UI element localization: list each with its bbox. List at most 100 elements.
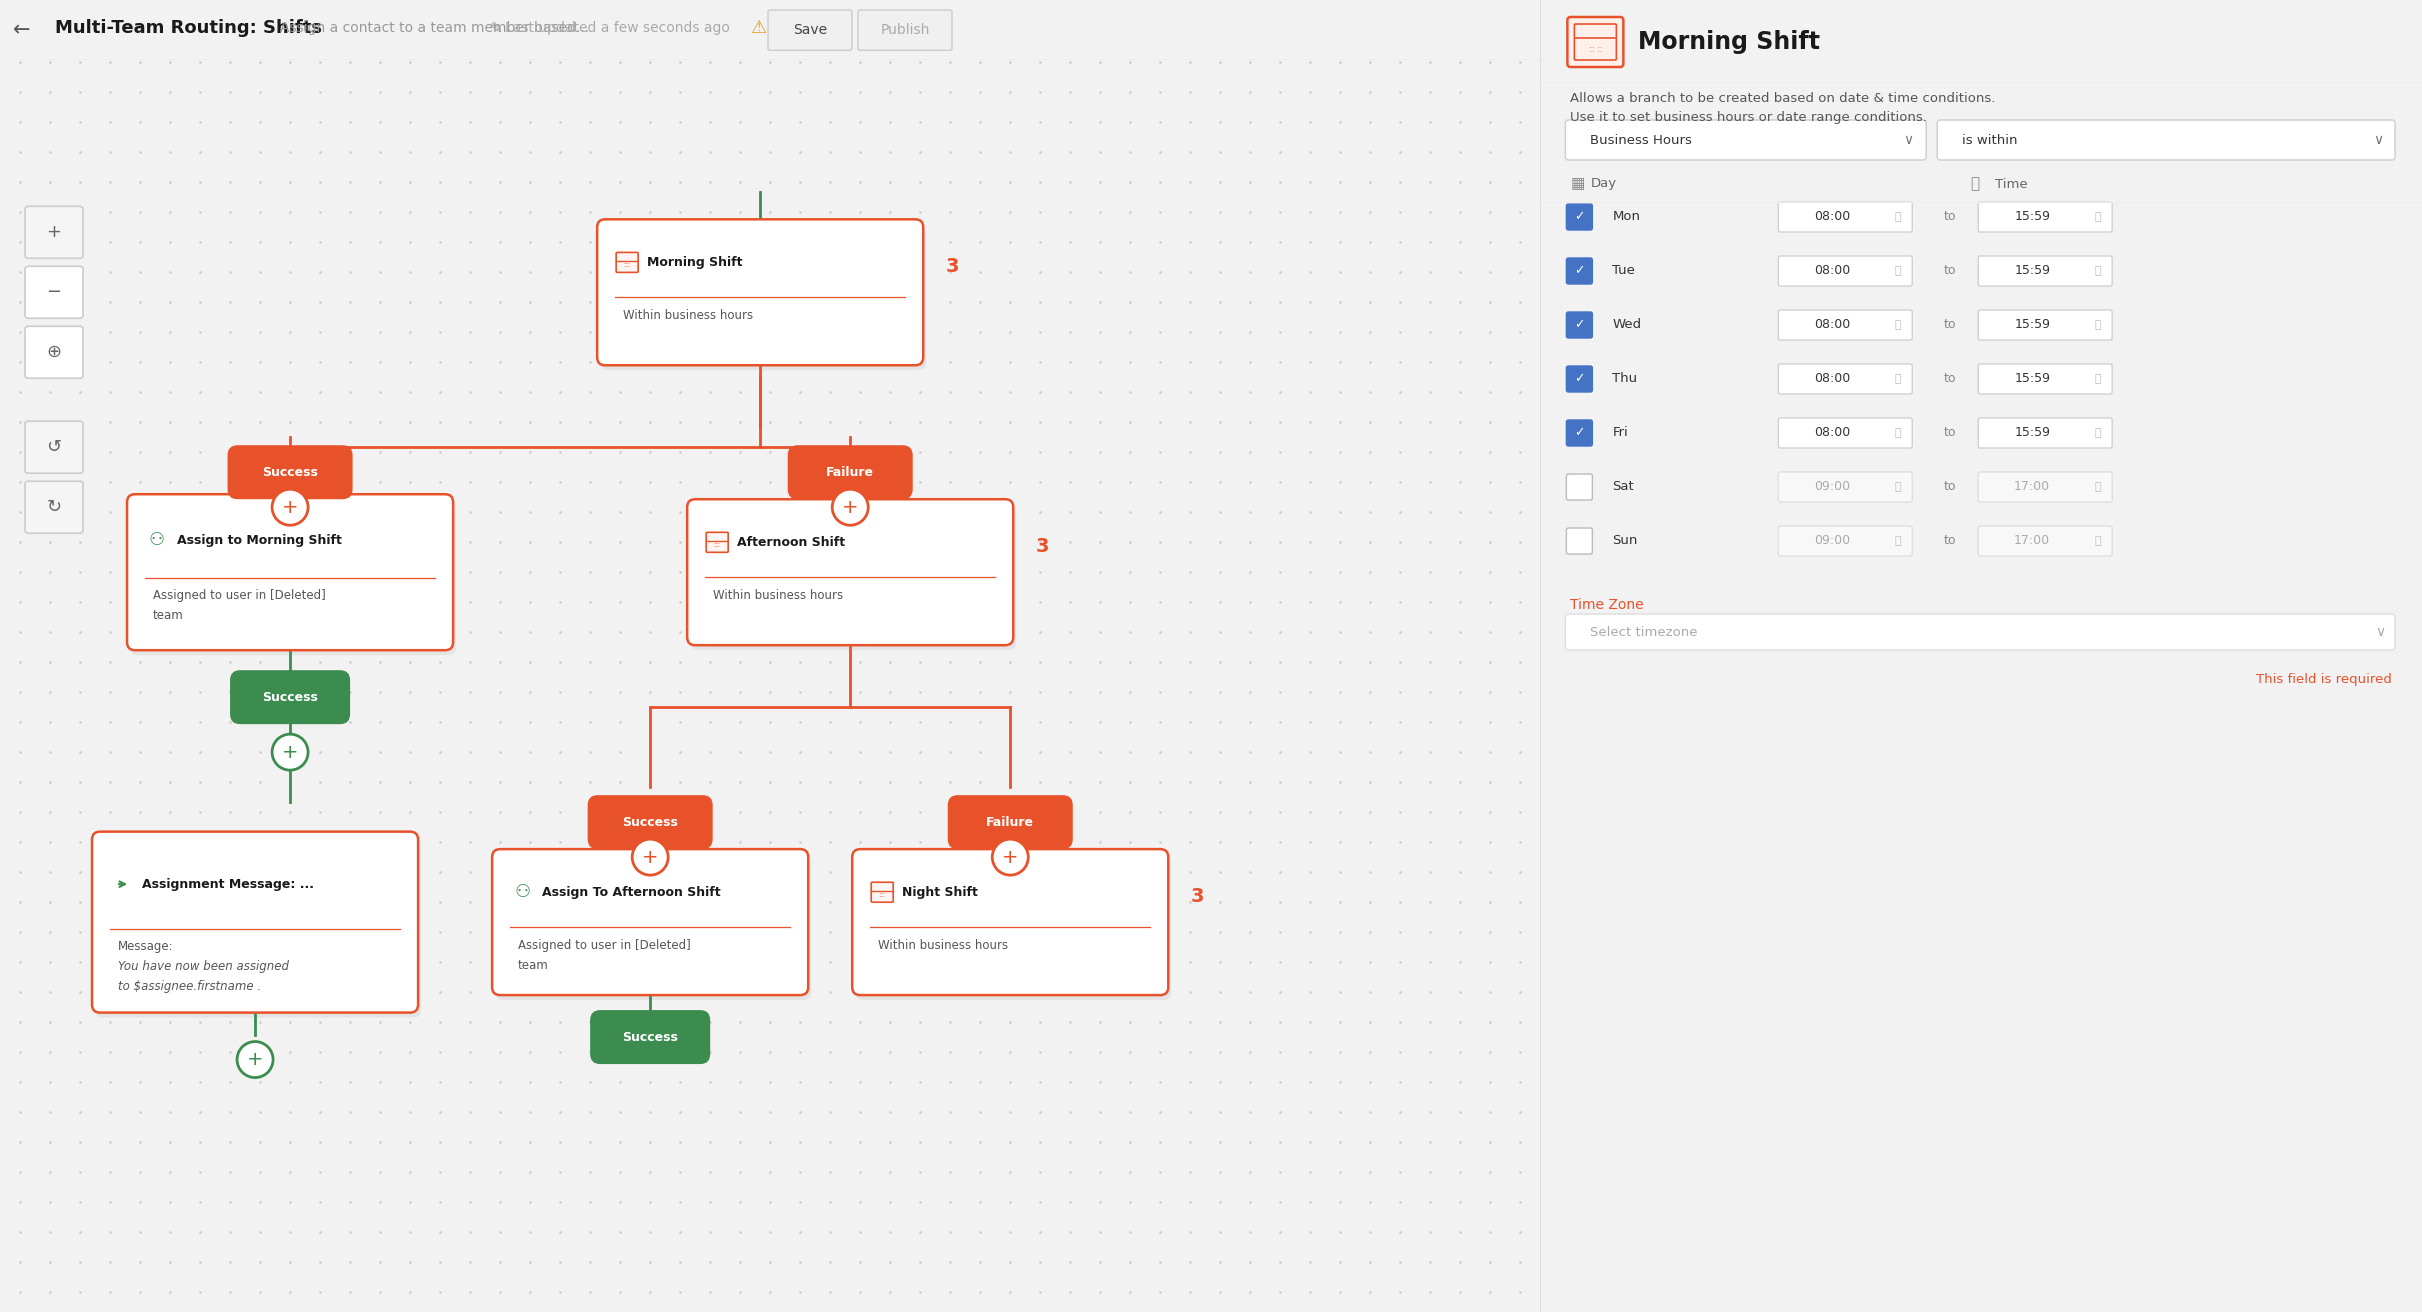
Text: Failure: Failure	[986, 816, 1034, 829]
Text: Time: Time	[1996, 177, 2027, 190]
FancyBboxPatch shape	[1778, 256, 1913, 286]
Text: to: to	[1945, 210, 1957, 223]
Text: to: to	[1945, 265, 1957, 278]
Text: 3: 3	[1189, 887, 1204, 907]
Text: is within: is within	[1962, 134, 2018, 147]
Text: 15:59: 15:59	[2015, 426, 2049, 440]
Text: Success: Success	[622, 816, 678, 829]
FancyBboxPatch shape	[1778, 363, 1913, 394]
FancyBboxPatch shape	[1574, 24, 1615, 60]
FancyBboxPatch shape	[1567, 203, 1591, 230]
Text: ⏰: ⏰	[1894, 428, 1901, 438]
Text: +: +	[843, 497, 857, 517]
FancyBboxPatch shape	[1938, 119, 2395, 160]
Text: ⏰: ⏰	[1894, 320, 1901, 331]
Text: +: +	[1003, 848, 1020, 867]
FancyBboxPatch shape	[1567, 420, 1591, 446]
Text: :::: :::	[714, 542, 722, 548]
Text: 08:00: 08:00	[1814, 265, 1850, 278]
Text: Fri: Fri	[1613, 426, 1628, 440]
Text: Day: Day	[1591, 177, 1615, 190]
FancyBboxPatch shape	[1778, 526, 1913, 556]
FancyBboxPatch shape	[1979, 472, 2112, 502]
Text: ⏰: ⏰	[2095, 428, 2102, 438]
FancyBboxPatch shape	[228, 445, 354, 500]
FancyBboxPatch shape	[1778, 419, 1913, 447]
Text: Failure: Failure	[826, 466, 874, 479]
Circle shape	[237, 1042, 274, 1077]
FancyBboxPatch shape	[947, 795, 1073, 849]
Text: ✓: ✓	[1574, 373, 1584, 386]
Text: 15:59: 15:59	[2015, 373, 2049, 386]
Text: Assigned to user in [Deleted]: Assigned to user in [Deleted]	[518, 939, 690, 951]
Text: Use it to set business hours or date range conditions.: Use it to set business hours or date ran…	[1569, 110, 1928, 123]
FancyBboxPatch shape	[1565, 614, 2395, 649]
Text: ⏰: ⏰	[1894, 482, 1901, 492]
Text: ⏰: ⏰	[2095, 537, 2102, 546]
Text: 17:00: 17:00	[2015, 480, 2051, 493]
FancyBboxPatch shape	[707, 533, 729, 552]
Text: 17:00: 17:00	[2015, 534, 2051, 547]
Text: 3: 3	[1034, 537, 1049, 556]
Text: ↻: ↻	[46, 499, 61, 516]
Text: ✓: ✓	[1574, 319, 1584, 332]
Text: ⚇: ⚇	[150, 531, 165, 548]
Text: Morning Shift: Morning Shift	[647, 256, 744, 269]
Text: Wed: Wed	[1613, 319, 1642, 332]
FancyBboxPatch shape	[589, 795, 712, 849]
Text: :: ::: :: ::	[1589, 45, 1603, 54]
Text: Business Hours: Business Hours	[1591, 134, 1693, 147]
Text: You have now been assigned: You have now been assigned	[119, 960, 288, 974]
Text: ▦: ▦	[1569, 177, 1584, 192]
FancyBboxPatch shape	[1778, 202, 1913, 232]
FancyBboxPatch shape	[1979, 363, 2112, 394]
FancyBboxPatch shape	[24, 327, 82, 378]
Text: 09:00: 09:00	[1814, 480, 1850, 493]
Text: 08:00: 08:00	[1814, 373, 1850, 386]
Text: 15:59: 15:59	[2015, 265, 2049, 278]
FancyBboxPatch shape	[1778, 310, 1913, 340]
Circle shape	[993, 840, 1029, 875]
Text: ⏰: ⏰	[1969, 177, 1979, 192]
Text: ⏰: ⏰	[1894, 213, 1901, 222]
FancyBboxPatch shape	[601, 224, 925, 370]
FancyBboxPatch shape	[131, 500, 455, 655]
FancyBboxPatch shape	[857, 10, 952, 50]
FancyBboxPatch shape	[24, 482, 82, 533]
FancyBboxPatch shape	[1567, 258, 1591, 283]
Text: Assigned to user in [Deleted]: Assigned to user in [Deleted]	[153, 589, 327, 602]
Text: Night Shift: Night Shift	[903, 886, 978, 899]
Circle shape	[833, 489, 867, 525]
Text: ⏰: ⏰	[2095, 213, 2102, 222]
Text: +: +	[247, 1050, 264, 1069]
Text: team: team	[518, 959, 550, 972]
FancyBboxPatch shape	[1778, 472, 1913, 502]
Text: Within business hours: Within business hours	[712, 589, 843, 602]
Circle shape	[271, 489, 308, 525]
Text: ⏰: ⏰	[1894, 537, 1901, 546]
Text: ⏰: ⏰	[2095, 374, 2102, 384]
Text: Last updated a few seconds ago: Last updated a few seconds ago	[506, 21, 729, 35]
Text: Within business hours: Within business hours	[622, 310, 753, 321]
FancyBboxPatch shape	[1567, 17, 1623, 67]
Text: ∨: ∨	[1904, 133, 1913, 147]
Text: Within business hours: Within business hours	[879, 939, 1008, 951]
Text: :::: :::	[622, 262, 630, 269]
FancyBboxPatch shape	[24, 206, 82, 258]
FancyBboxPatch shape	[1567, 312, 1591, 338]
Text: Message:: Message:	[119, 941, 174, 954]
Text: +: +	[281, 497, 298, 517]
FancyBboxPatch shape	[1567, 366, 1591, 392]
FancyBboxPatch shape	[615, 252, 637, 273]
Text: +: +	[46, 223, 61, 241]
Text: Assign to Morning Shift: Assign to Morning Shift	[177, 534, 342, 547]
Text: 08:00: 08:00	[1814, 426, 1850, 440]
Text: Multi-Team Routing: Shifts: Multi-Team Routing: Shifts	[56, 20, 322, 37]
Text: ⚇: ⚇	[513, 883, 530, 901]
FancyBboxPatch shape	[872, 882, 894, 903]
Text: 09:00: 09:00	[1814, 534, 1850, 547]
Text: ✓: ✓	[1574, 210, 1584, 223]
FancyBboxPatch shape	[690, 504, 1017, 651]
FancyBboxPatch shape	[591, 1010, 710, 1064]
FancyBboxPatch shape	[126, 495, 453, 651]
